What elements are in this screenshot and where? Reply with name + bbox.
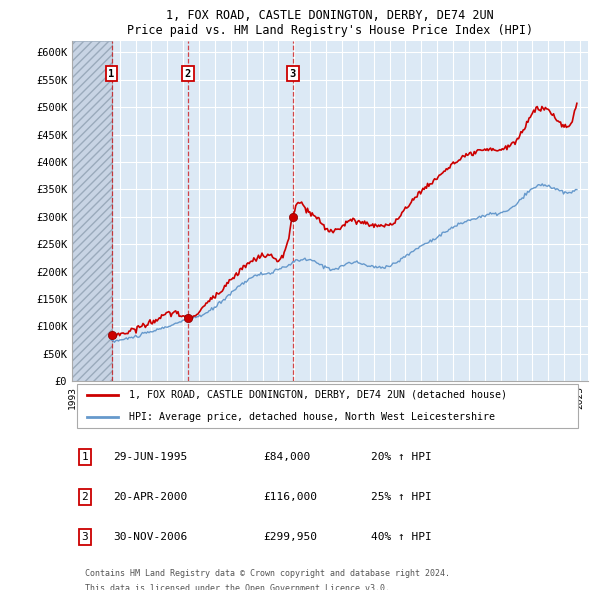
Bar [72,41,112,381]
Text: 25% ↑ HPI: 25% ↑ HPI [371,492,432,502]
Text: 30-NOV-2006: 30-NOV-2006 [113,532,188,542]
FancyBboxPatch shape [77,384,578,428]
Text: £84,000: £84,000 [263,452,310,462]
Text: 3: 3 [290,68,296,78]
Text: 20% ↑ HPI: 20% ↑ HPI [371,452,432,462]
Text: 29-JUN-1995: 29-JUN-1995 [113,452,188,462]
Text: 1: 1 [109,68,115,78]
Text: Contains HM Land Registry data © Crown copyright and database right 2024.: Contains HM Land Registry data © Crown c… [85,569,450,578]
Text: 2: 2 [185,68,191,78]
Text: HPI: Average price, detached house, North West Leicestershire: HPI: Average price, detached house, Nort… [129,412,495,422]
Text: 2: 2 [82,492,88,502]
Text: 1: 1 [82,452,88,462]
Text: 1, FOX ROAD, CASTLE DONINGTON, DERBY, DE74 2UN (detached house): 1, FOX ROAD, CASTLE DONINGTON, DERBY, DE… [129,389,507,399]
Text: 40% ↑ HPI: 40% ↑ HPI [371,532,432,542]
Text: £116,000: £116,000 [263,492,317,502]
Text: £299,950: £299,950 [263,532,317,542]
Text: 20-APR-2000: 20-APR-2000 [113,492,188,502]
Text: This data is licensed under the Open Government Licence v3.0.: This data is licensed under the Open Gov… [85,584,390,590]
Text: 3: 3 [82,532,88,542]
Title: 1, FOX ROAD, CASTLE DONINGTON, DERBY, DE74 2UN
Price paid vs. HM Land Registry's: 1, FOX ROAD, CASTLE DONINGTON, DERBY, DE… [127,9,533,37]
